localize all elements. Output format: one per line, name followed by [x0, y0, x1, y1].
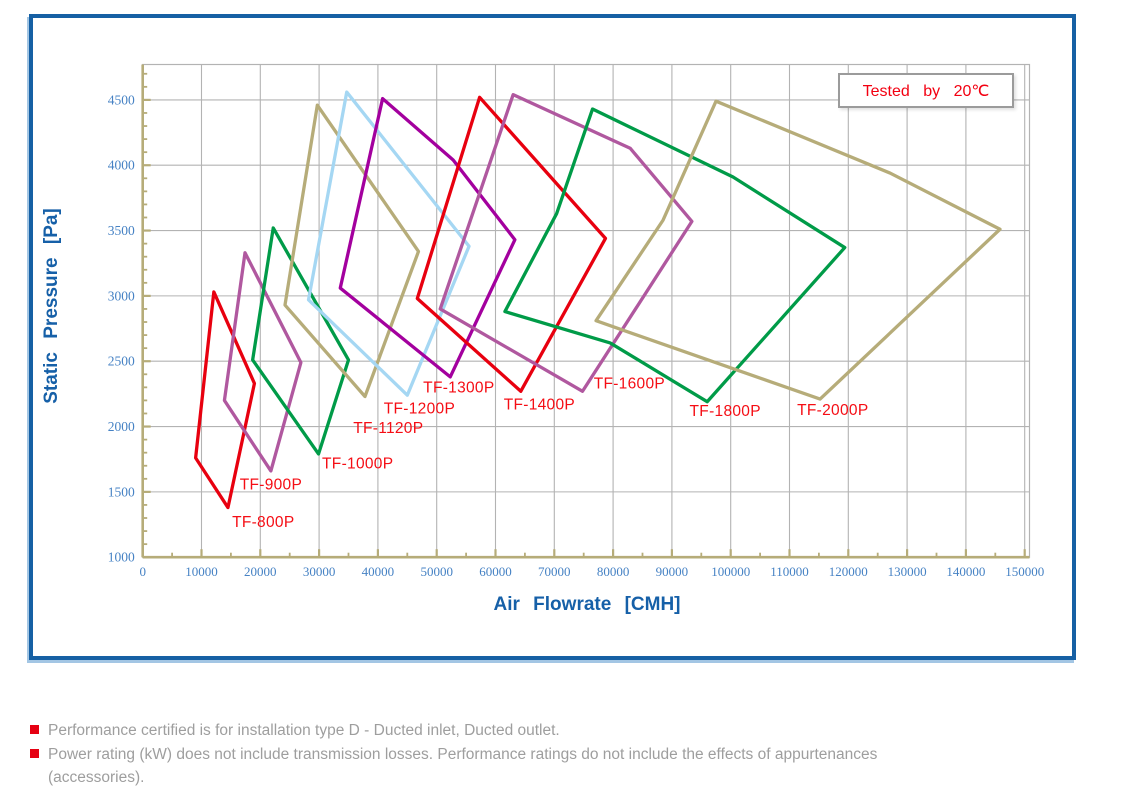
series-label-TF-800P: TF-800P: [232, 514, 294, 531]
svg-text:140000: 140000: [946, 564, 985, 579]
envelope-TF-1800P: [503, 107, 847, 404]
envelope-TF-1120P: [283, 103, 421, 399]
legend-text: Tested by 20℃: [862, 82, 990, 100]
series-label-TF-1120P: TF-1120P: [353, 420, 423, 437]
svg-text:2000: 2000: [108, 419, 135, 434]
y-axis-title: Static Pressure [Pa]: [41, 208, 62, 404]
note-item: Power rating (kW) does not include trans…: [30, 743, 910, 789]
svg-text:10000: 10000: [185, 564, 218, 579]
bullet-square-icon: [30, 725, 39, 734]
footnotes: Performance certified is for installatio…: [30, 719, 910, 790]
svg-text:70000: 70000: [538, 564, 571, 579]
svg-text:2500: 2500: [108, 354, 135, 369]
bullet-square-icon: [30, 749, 39, 758]
envelope-TF-900P: [222, 251, 303, 473]
svg-text:60000: 60000: [479, 564, 512, 579]
series-label-TF-1600P: TF-1600P: [594, 376, 665, 393]
y-tick-labels: 1000 1500 2000 2500 3000 3500 4000 4500: [108, 92, 135, 564]
svg-text:110000: 110000: [770, 564, 809, 579]
svg-text:40000: 40000: [362, 564, 395, 579]
series-label-TF-900P: TF-900P: [240, 476, 302, 493]
envelope-TF-1600P: [438, 93, 694, 393]
svg-text:3000: 3000: [108, 288, 135, 303]
note-item: Performance certified is for installatio…: [30, 719, 910, 742]
svg-text:90000: 90000: [656, 564, 689, 579]
svg-text:30000: 30000: [303, 564, 336, 579]
series-label-TF-1000P: TF-1000P: [322, 455, 393, 472]
svg-text:4000: 4000: [108, 158, 135, 173]
series-label-TF-1200P: TF-1200P: [384, 400, 455, 417]
axis-ticks: [141, 72, 1026, 559]
envelope-TF-800P: [193, 290, 257, 510]
envelope-TF-1200P: [306, 90, 471, 397]
svg-text:80000: 80000: [597, 564, 630, 579]
envelope-TF-1000P: [251, 226, 351, 456]
svg-text:100000: 100000: [711, 564, 750, 579]
envelope-TF-2000P: [594, 99, 1002, 401]
svg-text:20000: 20000: [244, 564, 277, 579]
svg-text:1500: 1500: [108, 484, 135, 499]
svg-text:130000: 130000: [888, 564, 927, 579]
svg-text:4500: 4500: [108, 92, 135, 107]
legend-tested-temp: Tested by 20℃: [838, 73, 1014, 108]
svg-text:1000: 1000: [108, 550, 135, 565]
series-label-TF-1800P: TF-1800P: [690, 403, 761, 420]
svg-text:120000: 120000: [829, 564, 868, 579]
svg-text:0: 0: [139, 564, 146, 579]
note-text: Power rating (kW) does not include trans…: [48, 746, 878, 786]
envelope-TF-1300P: [338, 96, 517, 379]
note-text: Performance certified is for installatio…: [48, 722, 560, 739]
svg-text:150000: 150000: [1005, 564, 1044, 579]
x-tick-labels: 0 10000 20000 30000 40000 50000 60000 70000 8000…: [139, 564, 1044, 579]
series-label-TF-2000P: TF-2000P: [797, 402, 868, 419]
x-axis-title: Air Flowrate [CMH]: [494, 594, 681, 615]
series-label-TF-1400P: TF-1400P: [504, 397, 575, 414]
svg-text:50000: 50000: [420, 564, 453, 579]
series-label-TF-1300P: TF-1300P: [423, 380, 494, 397]
svg-text:3500: 3500: [108, 223, 135, 238]
